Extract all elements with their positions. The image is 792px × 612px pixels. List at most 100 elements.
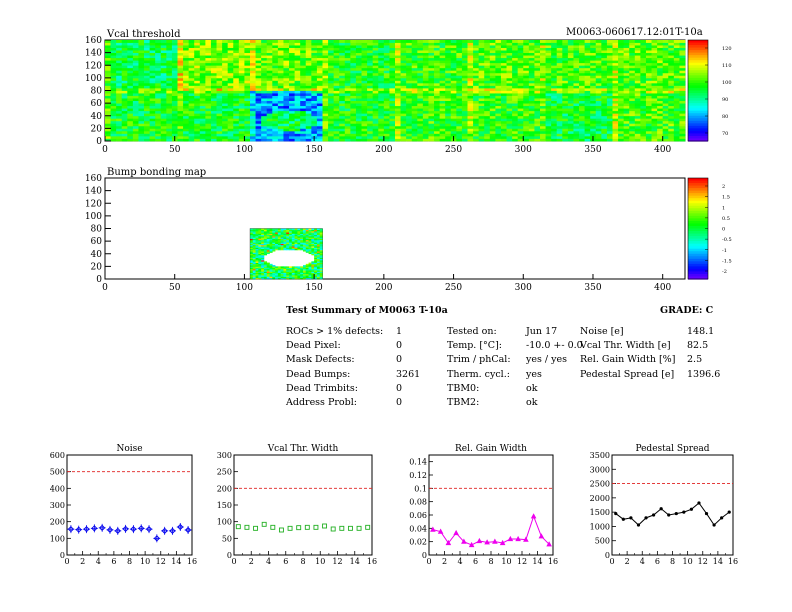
map1-cell bbox=[562, 82, 569, 86]
map1-cell bbox=[127, 57, 134, 61]
map1-cell bbox=[144, 120, 151, 124]
map1-cell bbox=[434, 125, 441, 129]
map1-cell bbox=[540, 128, 546, 132]
map1-cell bbox=[277, 118, 284, 122]
map2-cell bbox=[258, 247, 262, 249]
map1-cell bbox=[640, 138, 647, 142]
map1-cell bbox=[579, 90, 586, 94]
map1-cell bbox=[238, 62, 245, 66]
map1-cell bbox=[489, 75, 496, 79]
map1-cell bbox=[640, 100, 647, 104]
map2-cell bbox=[311, 229, 315, 232]
map1-cell bbox=[277, 120, 284, 124]
map1-cell bbox=[467, 42, 474, 46]
map2-cell bbox=[283, 237, 287, 239]
map1-cell bbox=[612, 130, 619, 134]
map1-cell bbox=[305, 50, 312, 54]
map2-cell bbox=[272, 266, 276, 268]
map1-cell bbox=[567, 80, 574, 84]
map2-cell bbox=[302, 272, 307, 275]
map1-cell bbox=[618, 123, 625, 127]
map1-cell bbox=[645, 100, 652, 104]
map1-cell bbox=[160, 80, 167, 84]
map1-cell bbox=[473, 120, 480, 124]
map1-cell bbox=[177, 103, 184, 107]
map2-cell bbox=[297, 244, 301, 247]
map1-cell bbox=[171, 50, 178, 54]
map1-cell bbox=[450, 100, 457, 104]
map1-cell bbox=[160, 77, 167, 81]
map1-cell bbox=[618, 80, 625, 84]
map1-cell bbox=[506, 47, 513, 51]
map1-cell bbox=[467, 118, 474, 122]
map1-cell bbox=[266, 130, 273, 134]
map1-cell bbox=[105, 87, 111, 91]
map1-cell bbox=[551, 57, 558, 61]
map1-cell bbox=[261, 128, 268, 132]
map1-cell bbox=[205, 87, 212, 91]
map1-cell bbox=[328, 62, 335, 66]
map1-cell bbox=[606, 130, 613, 134]
map1-cell bbox=[673, 110, 680, 114]
map1-cell bbox=[194, 50, 201, 54]
map1-cell bbox=[210, 85, 217, 89]
map1-cell bbox=[244, 100, 251, 104]
map1-cell bbox=[121, 113, 128, 117]
map1-cell bbox=[673, 128, 680, 132]
map2-cell bbox=[252, 271, 256, 273]
map1-cell bbox=[328, 118, 335, 122]
map2-cell bbox=[308, 243, 312, 246]
map1-cell bbox=[634, 47, 641, 51]
map1-cell bbox=[668, 82, 675, 86]
map1-cell bbox=[540, 93, 546, 96]
map1-cell bbox=[523, 90, 530, 94]
map1-cell bbox=[389, 75, 396, 79]
map1-cell bbox=[138, 87, 145, 91]
map1-cell bbox=[534, 93, 541, 96]
map1-cell bbox=[244, 87, 251, 91]
map2-cell bbox=[289, 275, 293, 277]
map1-cell bbox=[422, 100, 429, 104]
map1-cell bbox=[155, 65, 162, 69]
map1-cell bbox=[517, 80, 524, 84]
map1-cell bbox=[573, 55, 580, 59]
map1-cell bbox=[428, 87, 435, 91]
map1-cell bbox=[305, 95, 312, 99]
map2-cell bbox=[297, 267, 301, 270]
map1-cell bbox=[567, 115, 574, 119]
map1-cell bbox=[579, 105, 586, 109]
map1-cell bbox=[673, 77, 680, 81]
map2-cell bbox=[255, 246, 259, 248]
map1-cell bbox=[127, 138, 134, 142]
map1-cell bbox=[512, 40, 519, 43]
map1-cell bbox=[556, 113, 563, 117]
map2-cell bbox=[302, 243, 307, 246]
map1-cell bbox=[328, 40, 335, 43]
map2-cell bbox=[297, 271, 301, 273]
map1-cell bbox=[445, 45, 452, 48]
map1-cell bbox=[116, 123, 123, 127]
map1-cell bbox=[171, 40, 178, 43]
map1-cell bbox=[662, 65, 669, 69]
map2-cell bbox=[255, 231, 259, 233]
map2-cell bbox=[275, 272, 279, 275]
map1-cell bbox=[434, 113, 441, 117]
map1-cell bbox=[645, 60, 652, 64]
map1-cell bbox=[422, 125, 429, 129]
map1-cell bbox=[517, 52, 524, 56]
map1-cell bbox=[606, 60, 613, 64]
map1-cell bbox=[395, 90, 401, 94]
map1-cell bbox=[439, 133, 446, 137]
map1-cell bbox=[132, 130, 139, 134]
map2-cell bbox=[263, 251, 268, 253]
map1-cell bbox=[417, 82, 424, 86]
map1-cell bbox=[105, 47, 111, 51]
map1-cell bbox=[601, 135, 608, 139]
map1-cell bbox=[188, 93, 195, 96]
map1-cell bbox=[205, 128, 212, 132]
map1-cell bbox=[411, 50, 418, 54]
map1-cell bbox=[311, 93, 318, 96]
map1-cell bbox=[199, 60, 206, 64]
map1-cell bbox=[417, 130, 424, 134]
map1-cell bbox=[188, 52, 195, 56]
